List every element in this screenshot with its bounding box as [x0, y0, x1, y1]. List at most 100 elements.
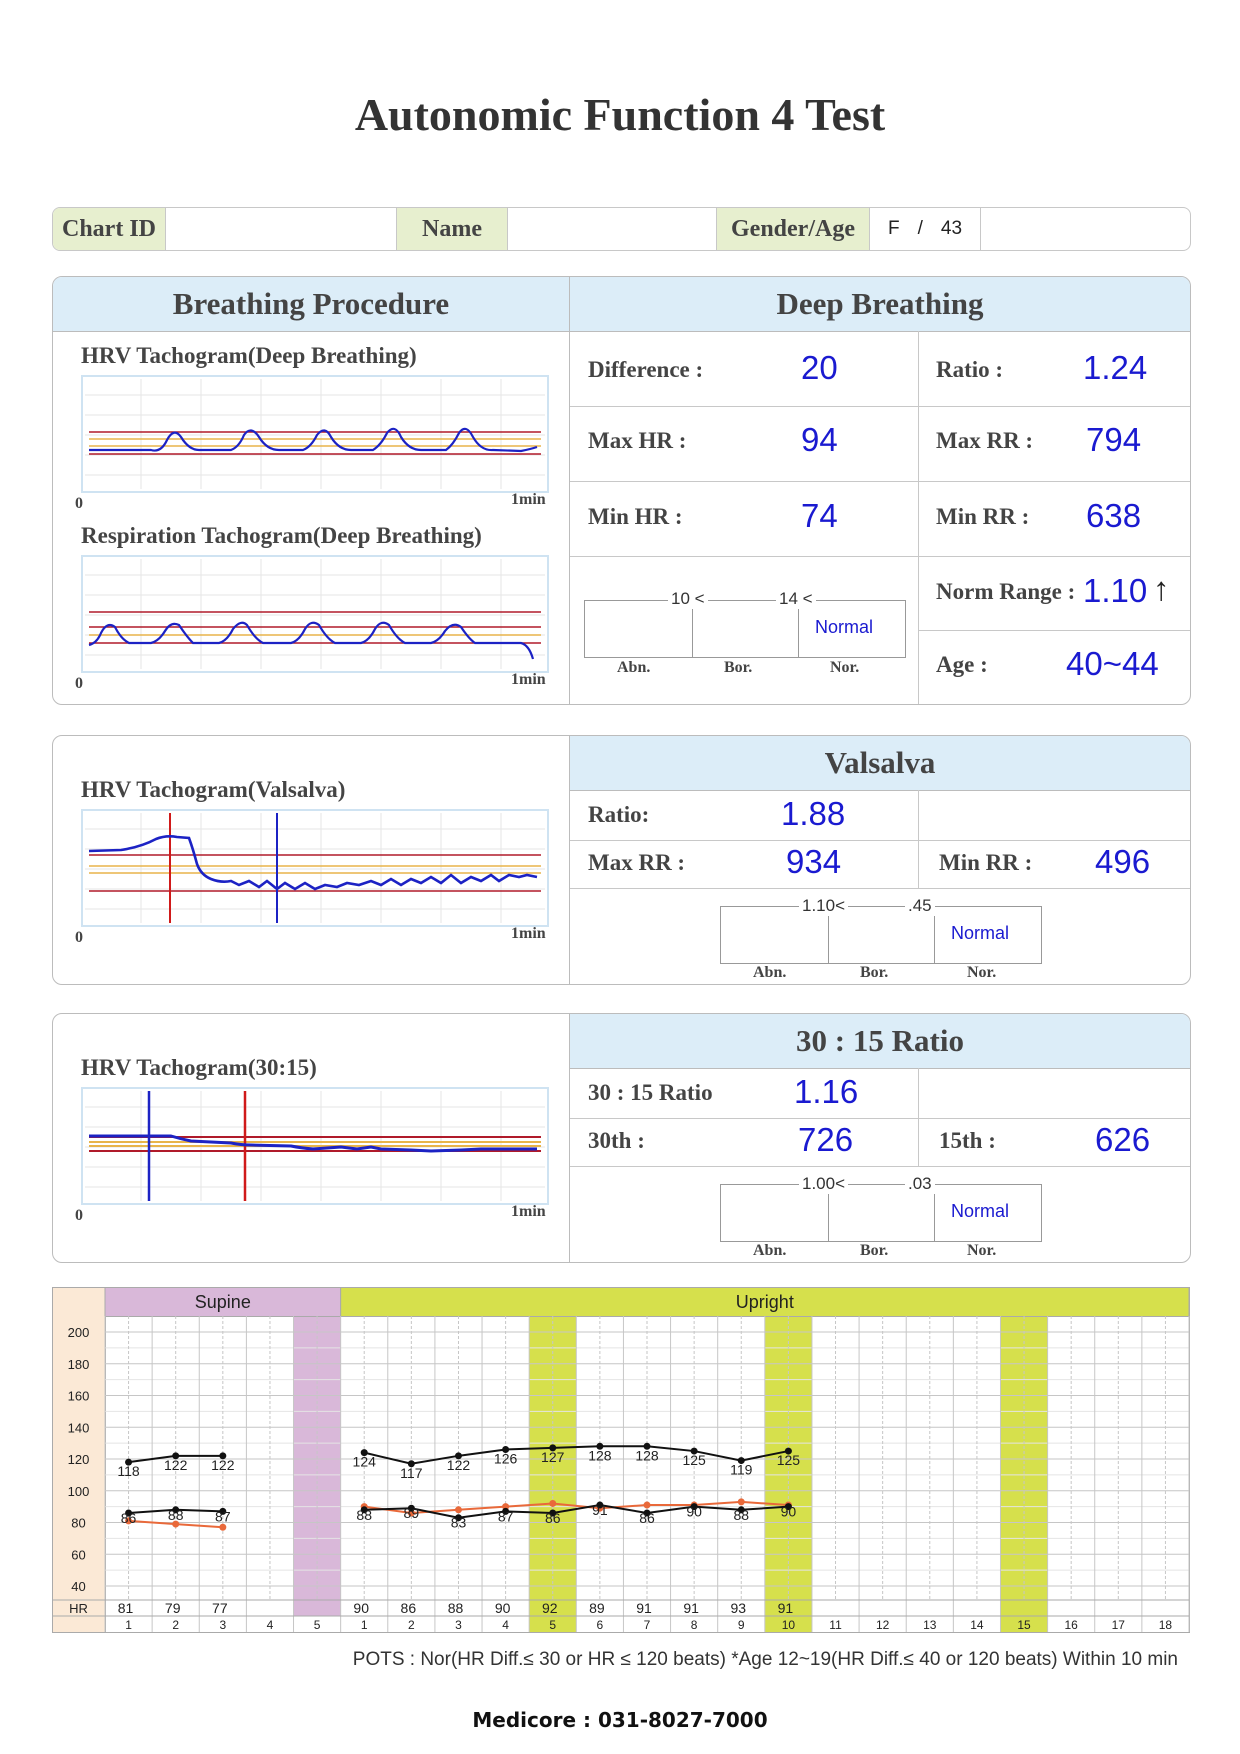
norm-up-arrow-icon: ↑: [1153, 570, 1170, 607]
age-range-value: 40~44: [1066, 645, 1159, 682]
valsalva-panel: HRV Tachogram(Valsalva) 0 1min Valsalva …: [52, 735, 1191, 985]
upright-diastolic-label: 88: [733, 1507, 749, 1523]
upright-header: [340, 1287, 1190, 1317]
deep-bor-label: Bor.: [724, 659, 753, 676]
ratio-label: Ratio :: [936, 357, 1004, 382]
upright-hr-point: [549, 1499, 557, 1507]
hr-value: 88: [448, 1600, 464, 1616]
hr-value: 91: [636, 1600, 652, 1616]
supine-systolic-label: 118: [117, 1463, 140, 1479]
hr-value: 77: [212, 1600, 228, 1616]
hrv-deep-axis-end: 1min: [511, 491, 546, 508]
upright-diastolic-label: 83: [451, 1515, 467, 1531]
supine-systolic-point: [125, 1458, 133, 1466]
norm-range-value: 1.10: [1083, 572, 1148, 609]
valsalva-range-scale: Normal: [720, 906, 1042, 964]
name-label: Name: [397, 208, 508, 250]
valsalva-nor-label: Nor.: [967, 964, 997, 981]
pots-note: POTS : Nor(HR Diff.≤ 30 or HR ≤ 120 beat…: [352, 1649, 1178, 1670]
upright-label: Upright: [736, 1292, 794, 1312]
upright-systolic-label: 127: [541, 1449, 565, 1465]
ratio-3015-range-result: Normal: [951, 1201, 1010, 1221]
column-number: 12: [876, 1618, 890, 1632]
hr-value: 81: [118, 1600, 134, 1616]
column-number: 16: [1064, 1618, 1078, 1632]
ratio-3015-nor-label: Nor.: [967, 1242, 997, 1259]
gender-age-field[interactable]: F / 43: [870, 208, 981, 250]
ratio-3015-threshold-2: .03: [905, 1174, 935, 1194]
valsalva-range-result: Normal: [951, 923, 1010, 943]
hr-value: 93: [730, 1600, 746, 1616]
column-number: 11: [829, 1618, 842, 1632]
difference-value: 20: [801, 349, 838, 386]
age-label: Age :: [936, 652, 988, 677]
upright-diastolic-point: [502, 1507, 510, 1515]
page-title: Autonomic Function 4 Test: [354, 89, 886, 140]
max-rr-value: 794: [1086, 421, 1142, 458]
ratio-3015-chart-title: HRV Tachogram(30:15): [81, 1055, 317, 1080]
min-hr-value: 74: [801, 497, 838, 534]
gender-age-separator: /: [917, 218, 923, 239]
deep-nor-label: Nor.: [830, 659, 860, 676]
min-rr-value: 638: [1086, 497, 1142, 534]
supine-diastolic-label: 86: [121, 1510, 137, 1526]
chart-id-field[interactable]: [166, 208, 397, 250]
y-tick-label: 180: [68, 1357, 90, 1372]
ratio-3015-header: 30 : 15 Ratio: [570, 1014, 1190, 1069]
upright-diastolic-line: [364, 1504, 789, 1519]
upright-diastolic-point: [737, 1506, 745, 1514]
r15-value: 626: [1095, 1121, 1151, 1158]
hr-value: 89: [589, 1600, 605, 1616]
gender-age-label: Gender/Age: [717, 208, 870, 250]
ratio-3015-panel: HRV Tachogram(30:15) 0 1min 30 : 15 Rati…: [52, 1013, 1191, 1263]
supine-diastolic-point: [125, 1509, 133, 1517]
deep-abn-label: Abn.: [617, 659, 651, 676]
ratio-3015-value: 1.16: [794, 1073, 859, 1110]
upright-diastolic-point: [643, 1509, 651, 1517]
column-number: 7: [644, 1618, 651, 1632]
valsalva-max-rr-value: 934: [786, 843, 842, 880]
y-tick-label: 200: [68, 1325, 90, 1340]
upright-diastolic-label: 89: [404, 1505, 420, 1521]
upright-diastolic-label: 87: [498, 1508, 514, 1524]
valsalva-ratio-value: 1.88: [781, 795, 846, 832]
y-tick-label: 120: [68, 1452, 90, 1467]
y-tick-label: 60: [71, 1547, 85, 1562]
resp-deep-axis-start: 0: [75, 675, 83, 692]
upright-diastolic-point: [549, 1509, 557, 1517]
column-number: 14: [970, 1618, 984, 1632]
hr-row-label: HR: [69, 1601, 88, 1616]
hr-value: 79: [165, 1600, 181, 1616]
upright-diastolic-point: [454, 1514, 462, 1522]
hr-value: 91: [778, 1600, 794, 1616]
upright-diastolic-label: 90: [781, 1504, 797, 1520]
supine-systolic-label: 122: [211, 1457, 235, 1473]
upright-diastolic-point: [596, 1501, 604, 1509]
ratio-3015-range-scale: Normal: [720, 1184, 1042, 1242]
upright-systolic-label: 128: [588, 1447, 612, 1463]
ratio-3015-abn-label: Abn.: [753, 1242, 787, 1259]
name-field[interactable]: [508, 208, 717, 250]
upright-diastolic-label: 88: [356, 1507, 372, 1523]
column-number: 8: [691, 1618, 698, 1632]
chart-id-label: Chart ID: [53, 208, 166, 250]
upright-diastolic-point: [407, 1504, 415, 1512]
supine-diastolic-label: 88: [168, 1507, 184, 1523]
upright-systolic-point: [690, 1447, 698, 1455]
valsalva-ratio-label: Ratio:: [588, 802, 650, 827]
column-number: 18: [1159, 1618, 1173, 1632]
gender-value: F: [887, 218, 900, 239]
deep-threshold-2: 14 <: [776, 589, 816, 609]
column-number: 1: [125, 1618, 132, 1632]
upright-systolic-point: [360, 1449, 368, 1457]
upright-systolic-label: 122: [447, 1457, 471, 1473]
upright-hr-point: [454, 1506, 462, 1514]
valsalva-chart-title: HRV Tachogram(Valsalva): [81, 777, 346, 802]
y-tick-label: 40: [71, 1579, 85, 1594]
column-number: 13: [923, 1618, 937, 1632]
breathing-procedure-header: Breathing Procedure: [53, 277, 570, 332]
tilt-axis-column: [52, 1287, 106, 1633]
upright-diastolic-label: 91: [592, 1502, 608, 1518]
hr-value: 86: [401, 1600, 417, 1616]
upright-diastolic-point: [784, 1503, 792, 1511]
